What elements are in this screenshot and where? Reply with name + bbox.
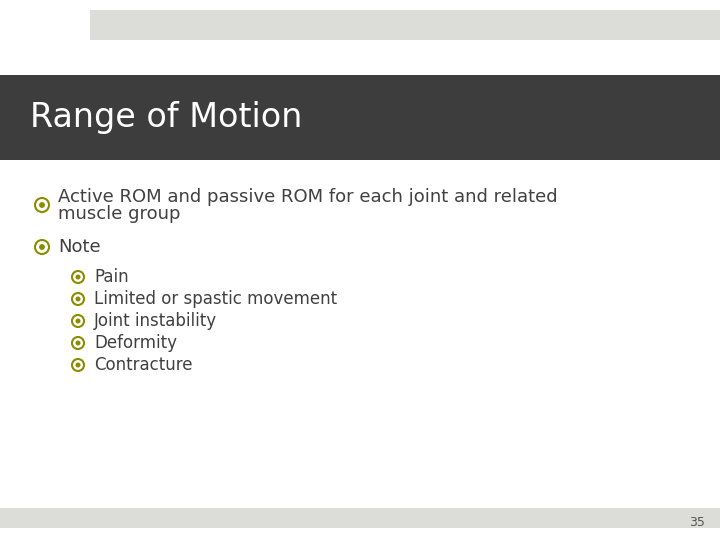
Circle shape (39, 244, 45, 250)
Text: Limited or spastic movement: Limited or spastic movement (94, 290, 337, 308)
FancyBboxPatch shape (0, 75, 720, 160)
Circle shape (39, 202, 45, 208)
Text: Joint instability: Joint instability (94, 312, 217, 330)
Circle shape (76, 319, 81, 323)
Text: Range of Motion: Range of Motion (30, 102, 302, 134)
Text: Active ROM and passive ROM for each joint and related: Active ROM and passive ROM for each join… (58, 188, 557, 206)
Circle shape (76, 341, 81, 346)
FancyBboxPatch shape (90, 10, 720, 40)
Circle shape (76, 274, 81, 280)
Text: Deformity: Deformity (94, 334, 177, 352)
Circle shape (76, 296, 81, 301)
Text: muscle group: muscle group (58, 205, 181, 223)
Text: 35: 35 (689, 516, 705, 529)
Circle shape (76, 362, 81, 368)
Text: Pain: Pain (94, 268, 129, 286)
Text: Note: Note (58, 238, 101, 256)
FancyBboxPatch shape (0, 508, 720, 528)
Text: Contracture: Contracture (94, 356, 192, 374)
